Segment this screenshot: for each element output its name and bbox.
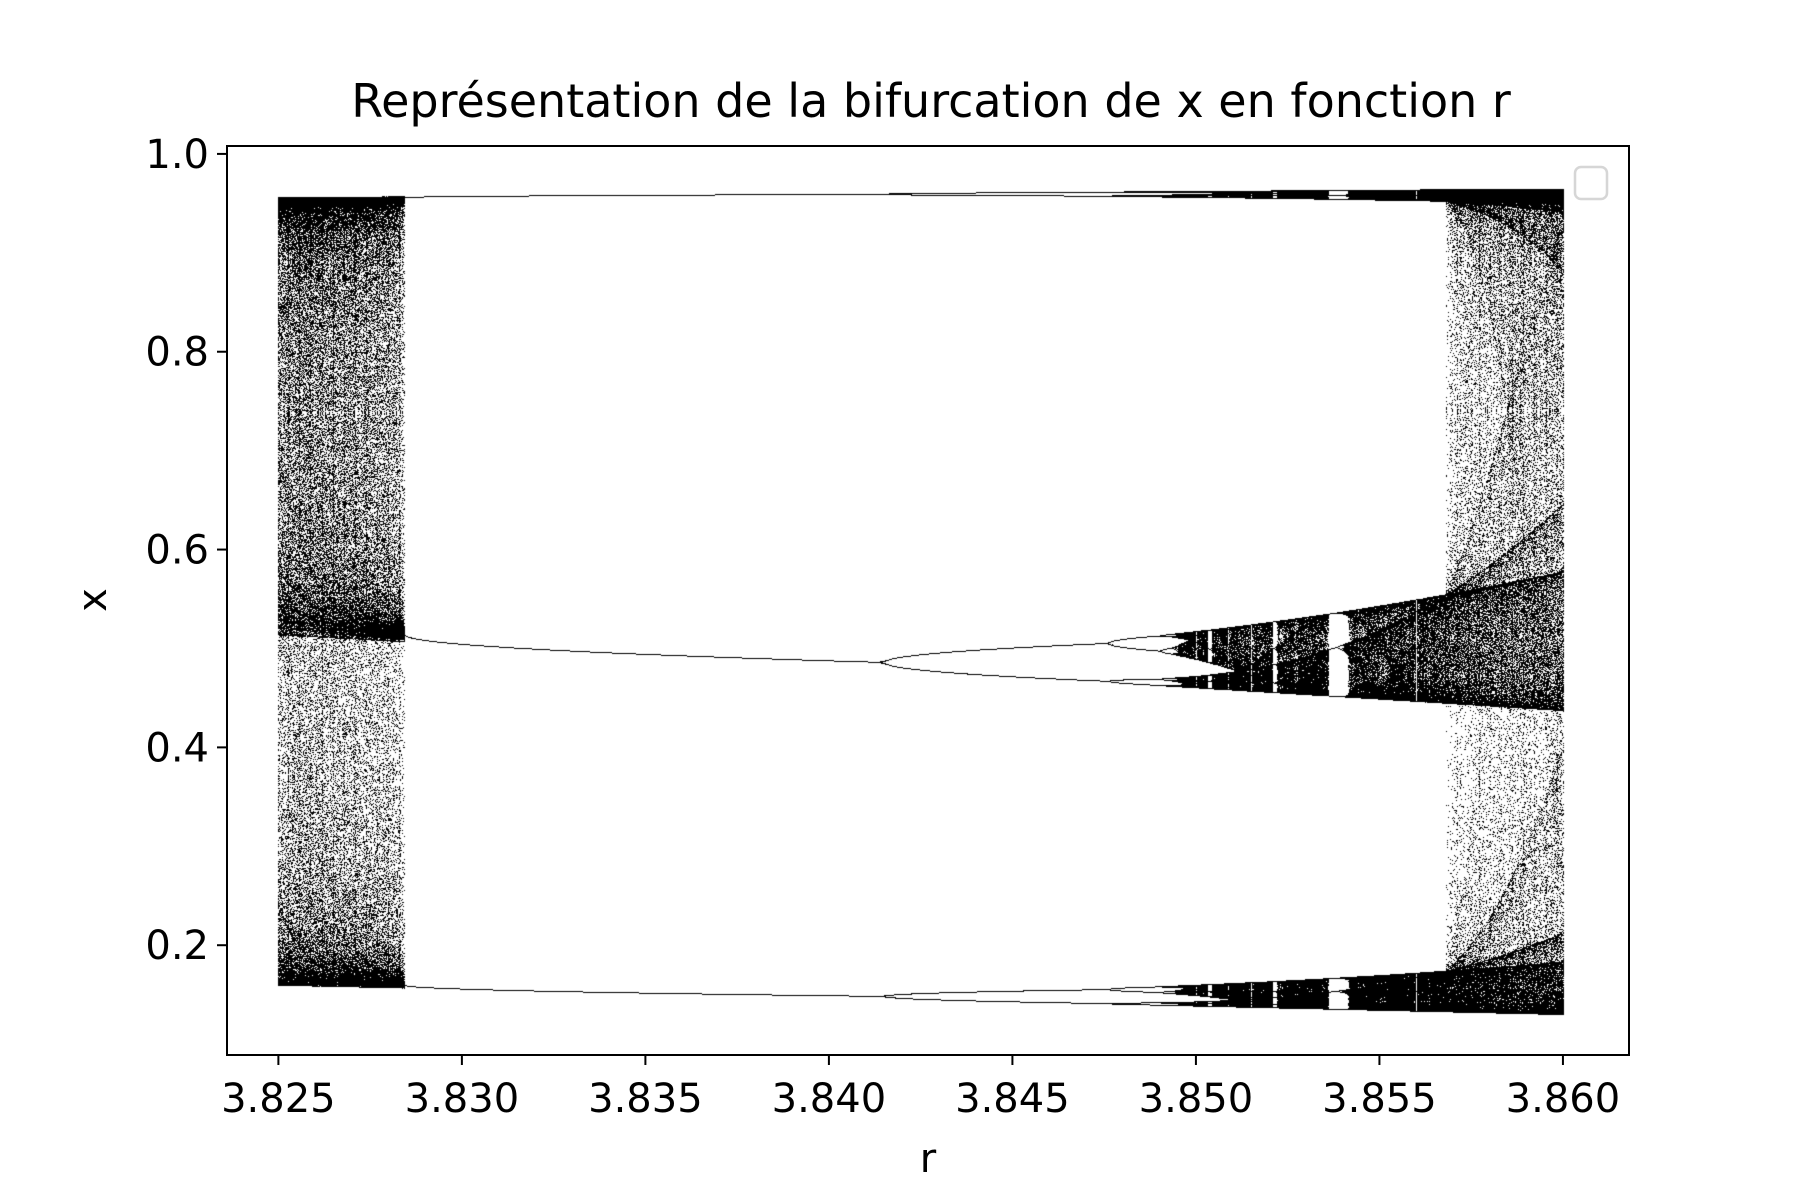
- x-tick-label: 3.845: [955, 1076, 1070, 1122]
- y-axis-ticks: 0.2 0.4 0.6 0.8 1.0: [145, 132, 227, 969]
- x-tick-label: 3.825: [221, 1076, 336, 1122]
- axes-frame: [226, 145, 1630, 1056]
- x-axis-label: r: [920, 1136, 937, 1182]
- x-axis-ticks: 3.825 3.830 3.835 3.840 3.845 3.850 3.855 3.860: [221, 1055, 1620, 1122]
- y-tick-label: 0.6: [145, 528, 209, 574]
- x-tick-label: 3.855: [1322, 1076, 1437, 1122]
- bifurcation-points: [227, 146, 1629, 1055]
- y-tick-label: 1.0: [145, 132, 209, 178]
- x-tick-label: 3.830: [405, 1076, 520, 1122]
- y-axis-label: x: [70, 588, 116, 612]
- y-tick-label: 0.2: [145, 923, 209, 969]
- x-tick-label: 3.840: [772, 1076, 887, 1122]
- chart-title: Représentation de la bifurcation de x en…: [351, 74, 1511, 128]
- y-tick-label: 0.4: [145, 725, 209, 771]
- x-tick-label: 3.860: [1506, 1076, 1621, 1122]
- y-tick-label: 0.8: [145, 330, 209, 376]
- legend-box: [1573, 165, 1609, 201]
- x-tick-label: 3.850: [1139, 1076, 1254, 1122]
- x-tick-label: 3.835: [588, 1076, 703, 1122]
- data-points: [227, 146, 1629, 1055]
